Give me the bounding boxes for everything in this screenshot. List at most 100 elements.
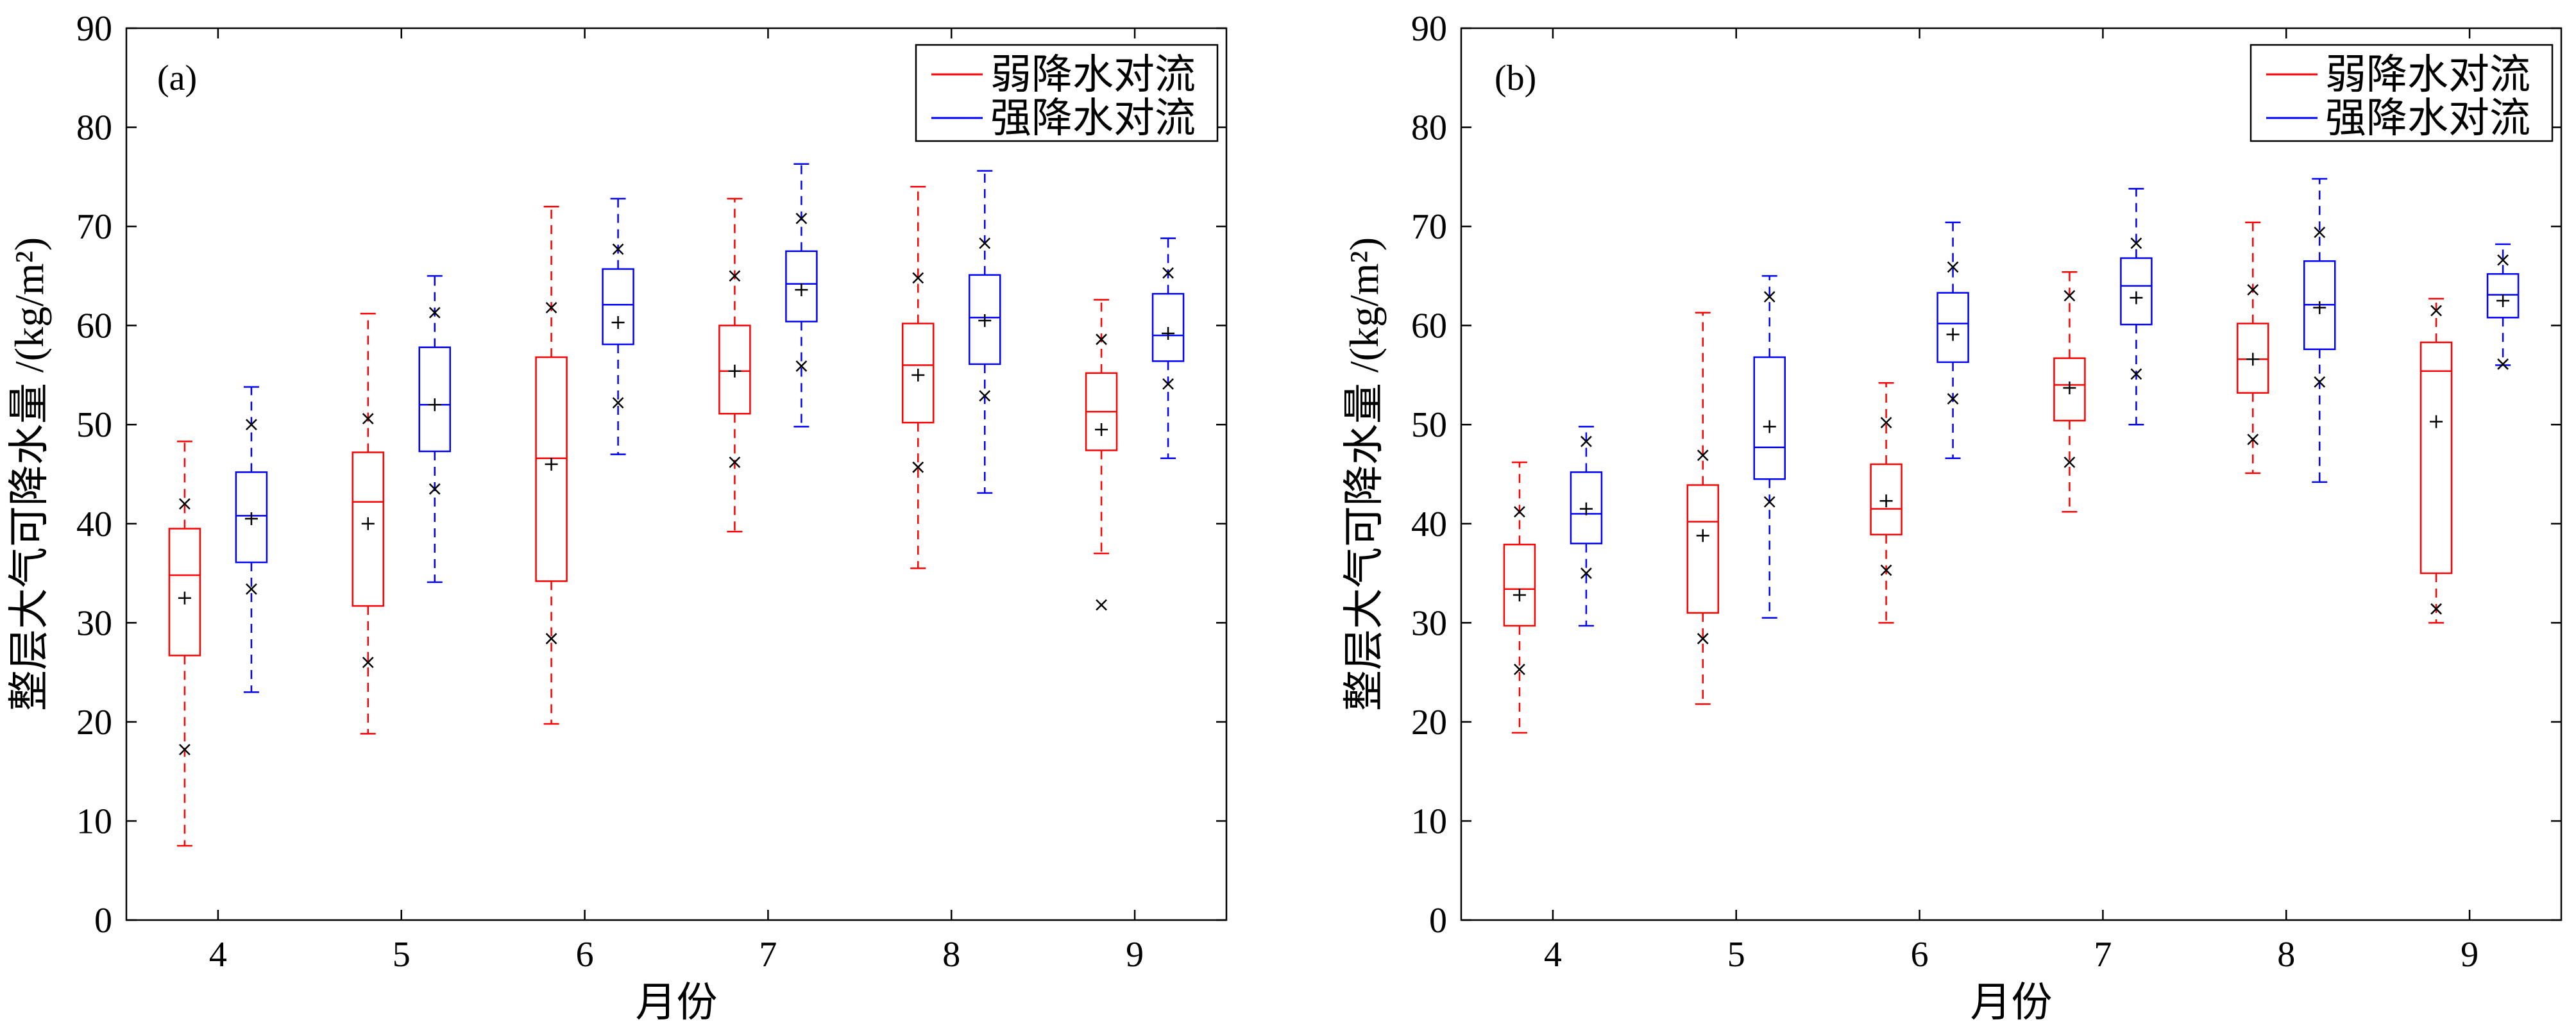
x-tick-label: 4 [1544,935,1562,975]
y-tick-label: 80 [1411,108,1447,148]
box-weak-9 [1085,299,1118,611]
high-percentile-marker [1697,449,1709,462]
box-strong-5 [1753,275,1786,619]
x-tick-label: 4 [209,935,227,975]
iqr-box [352,451,384,607]
iqr-box [785,250,818,323]
box-weak-4 [1503,461,1536,734]
high-percentile-marker [795,212,808,224]
iqr-box [602,268,634,346]
y-tick-label: 50 [76,405,112,445]
y-tick-label: 70 [1411,207,1447,247]
high-percentile-marker [362,413,374,424]
iqr-box [1570,471,1603,544]
box-weak-5 [352,312,384,735]
high-percentile-marker [1096,333,1107,346]
low-percentile-marker [1514,664,1525,675]
y-tick-label: 50 [1411,405,1447,445]
x-tick-label: 8 [942,935,960,975]
mean-marker [2313,301,2326,314]
low-percentile-marker [179,744,191,756]
low-percentile-marker [2063,457,2076,468]
y-tick-label: 0 [94,901,112,941]
y-tick-label: 20 [1411,703,1447,742]
x-tick-label: 5 [1727,935,1745,975]
y-tick-label: 60 [76,306,112,346]
box-weak-7 [718,197,751,533]
iqr-box [2486,273,2520,319]
panel-label: (a) [157,58,197,98]
high-percentile-marker [545,301,557,314]
high-percentile-marker [912,272,924,284]
y-tick-label: 10 [76,801,112,841]
mean-marker [361,517,375,530]
legend-box [2250,44,2554,142]
high-percentile-marker [1763,290,1775,303]
legend-box [915,44,1219,142]
x-tick-label: 9 [2461,935,2479,975]
low-percentile-marker [795,360,808,372]
mean-marker [728,364,741,378]
low-percentile-marker [1162,378,1174,390]
mean-marker [795,283,808,297]
low-percentile-marker [2430,603,2442,615]
plot-frame [1460,27,2563,921]
x-axis-label: 月份 [1970,980,2053,1025]
x-tick-label: 6 [576,935,594,975]
y-tick-label: 10 [1411,801,1447,841]
mean-marker [978,314,992,327]
y-tick-label: 90 [76,9,112,49]
high-percentile-marker [1947,261,1959,273]
box-weak-8 [2237,221,2269,474]
mean-marker [2130,291,2143,305]
y-tick-label: 30 [76,603,112,643]
x-tick-label: 6 [1911,935,1929,975]
mean-marker [911,368,925,381]
box-weak-6 [1870,382,1902,624]
box-weak-8 [902,186,935,569]
box-strong-6 [602,197,634,455]
iqr-box [1503,543,1536,627]
low-percentile-marker [979,390,991,402]
x-tick-label: 5 [393,935,411,975]
iqr-box [2120,257,2153,326]
low-percentile-marker [362,657,374,669]
y-tick-label: 30 [1411,603,1447,643]
y-tick-label: 70 [76,207,112,247]
box-strong-9 [1151,237,1185,460]
iqr-box [235,471,268,564]
box-weak-9 [2419,298,2453,624]
box-strong-8 [2303,178,2336,483]
high-percentile-marker [2497,254,2509,266]
iqr-box [1151,292,1185,362]
chart-panel-b: 0 10 20 30 40 50 60 70 80 90 4 5 6 7 8 9 月份 整层大气可降水量 /(kg… [1341,9,2563,1025]
high-percentile-marker [428,306,441,319]
x-tick-label: 7 [759,935,777,975]
box-strong-4 [235,386,268,693]
x-tick-label: 7 [2094,935,2112,975]
chart-panel-a: 0 10 20 30 40 50 60 70 80 90 4 5 6 7 8 9 月份 整层大气可降水量 /(kg… [6,9,1228,1025]
high-percentile-marker [2063,290,2076,302]
high-percentile-marker [179,498,191,510]
low-percentile-marker [1880,564,1892,576]
iqr-box [902,323,935,424]
mean-marker [2496,294,2510,308]
iqr-box [2053,357,2086,422]
mean-marker [178,591,191,605]
legend-entry-label: 弱降水对流 [2325,52,2530,97]
plot-frame [125,27,1228,921]
y-tick-label: 40 [1411,505,1447,544]
high-percentile-marker [246,419,257,431]
y-tick-label: 90 [1411,9,1447,49]
mean-marker [1946,328,1960,341]
legend-entry-label: 强降水对流 [990,96,1196,141]
mean-marker [244,512,258,526]
high-percentile-marker [2314,226,2326,239]
mean-marker [545,458,558,471]
iqr-box [1870,463,1902,536]
iqr-box [1753,356,1786,480]
low-percentile-marker [729,457,741,468]
box-strong-8 [969,170,1001,494]
